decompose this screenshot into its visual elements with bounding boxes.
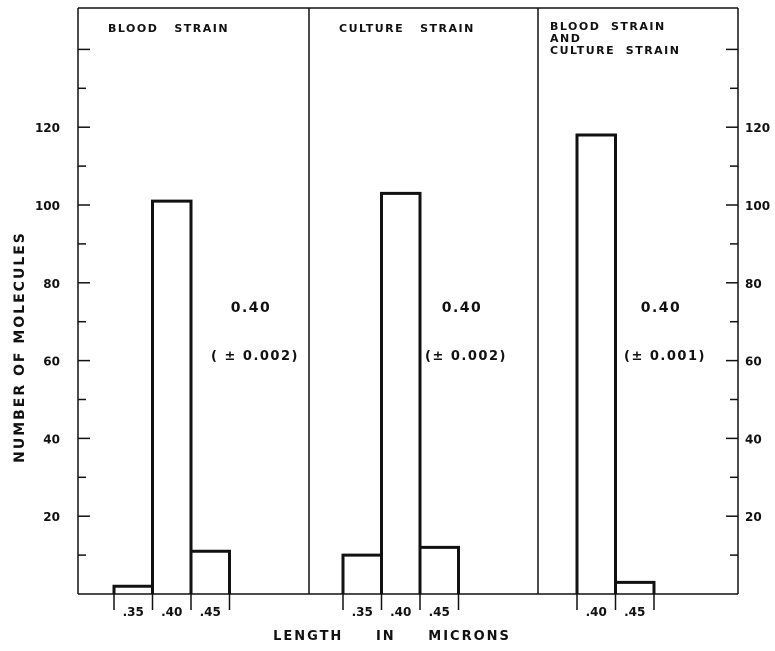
histogram-bars	[112, 133, 656, 594]
panel-annotation-value: 0.40	[641, 300, 682, 316]
histogram-outline	[575, 133, 656, 594]
x-tick-label: .40	[161, 605, 182, 619]
y-tick-label-left: 20	[43, 510, 60, 524]
axis-ticks	[78, 48, 738, 610]
bar	[577, 135, 616, 594]
y-tick-label-right: 20	[745, 510, 762, 524]
bar	[343, 555, 382, 594]
x-tick-label: .45	[624, 605, 645, 619]
bar	[382, 193, 421, 594]
panel-title: AND	[550, 32, 581, 45]
panel-title: BLOOD STRAIN	[550, 20, 666, 33]
panel-annotation-value: 0.40	[442, 300, 483, 316]
y-tick-label-left: 60	[43, 355, 60, 369]
bar	[191, 551, 230, 594]
x-tick-label: .40	[390, 605, 411, 619]
y-tick-label-left: 100	[35, 199, 60, 213]
x-tick-label: .45	[200, 605, 221, 619]
panel-annotation-error: (± 0.001)	[624, 349, 706, 364]
panel-title: CULTURE STRAIN	[339, 22, 475, 35]
histogram-outline	[341, 191, 460, 594]
y-tick-label-right: 80	[745, 277, 762, 291]
panel-annotation-error: ( ± 0.002)	[211, 349, 299, 364]
y-tick-label-left: 120	[35, 121, 60, 135]
panel-annotation-value: 0.40	[231, 300, 272, 316]
panel-frames	[77, 7, 739, 595]
x-tick-label: .35	[123, 605, 144, 619]
bar	[420, 547, 459, 594]
y-tick-label-right: 100	[745, 199, 770, 213]
y-tick-label-left: 40	[43, 432, 60, 446]
text-labels: 120 100 80 60 40 20 120 100 80 60 40 20 .35 .40 .45 BLO…	[35, 20, 770, 619]
x-tick-label: .35	[352, 605, 373, 619]
y-tick-label-left: 80	[43, 277, 60, 291]
y-axis-label: NUMBER OF MOLECULES	[12, 231, 28, 463]
y-tick-label-right: 120	[745, 121, 770, 135]
panel-title: BLOOD STRAIN	[108, 22, 229, 35]
x-tick-label: .40	[586, 605, 607, 619]
panel-annotation-error: (± 0.002)	[425, 349, 507, 364]
bar	[153, 201, 192, 594]
bar	[616, 582, 655, 594]
x-tick-label: .45	[429, 605, 450, 619]
histogram-outline	[112, 199, 231, 594]
y-tick-label-right: 40	[745, 432, 762, 446]
y-tick-label-right: 60	[745, 355, 762, 369]
x-axis-label: LENGTH IN MICRONS	[273, 629, 511, 644]
panel-title: CULTURE STRAIN	[550, 44, 680, 57]
